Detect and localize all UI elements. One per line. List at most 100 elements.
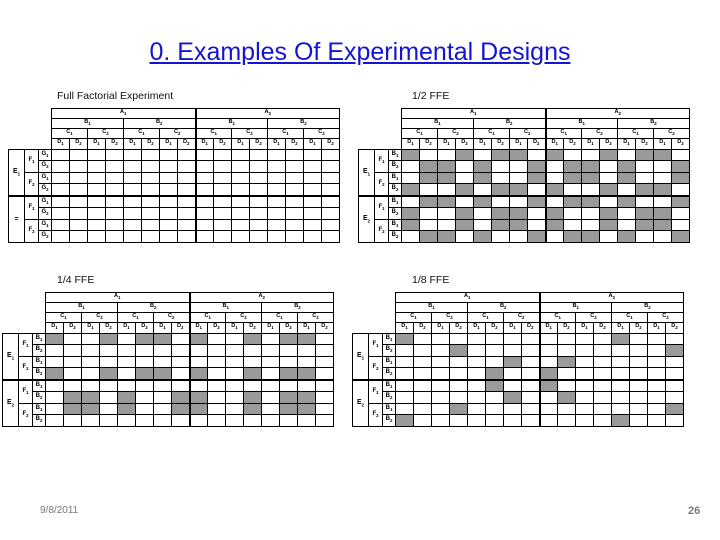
matrix-cell xyxy=(455,160,474,173)
matrix-cell xyxy=(315,355,334,368)
matrix-cell xyxy=(629,414,648,427)
row-label-e: = xyxy=(8,194,25,243)
row-label-inner: B2 xyxy=(388,207,402,220)
row-label-inner: B1 xyxy=(388,171,402,184)
matrix-cell xyxy=(401,183,420,196)
matrix-cell xyxy=(303,183,322,196)
row-label-inner: B1 xyxy=(32,355,46,368)
row-label-inner: G2 xyxy=(38,160,52,173)
row-label-inner: B2 xyxy=(388,230,402,243)
matrix-cell xyxy=(653,183,672,196)
matrix-cell xyxy=(51,171,70,184)
header-c-group: C2 xyxy=(225,312,262,323)
matrix-cell xyxy=(45,367,64,380)
matrix-cell xyxy=(467,402,486,415)
matrix-cell xyxy=(303,171,322,184)
header-d-col: D1 xyxy=(87,138,106,150)
matrix-cell xyxy=(135,355,154,368)
matrix-cell xyxy=(665,414,684,427)
matrix-cell xyxy=(231,171,250,184)
header-d-col: D1 xyxy=(45,322,64,334)
matrix-cell xyxy=(671,207,690,220)
matrix-cell xyxy=(449,414,468,427)
matrix-cell xyxy=(581,207,600,220)
header-c-group: C1 xyxy=(188,312,226,323)
matrix-cell xyxy=(177,230,196,243)
matrix-cell xyxy=(321,207,340,220)
row-label-inner: B2 xyxy=(388,183,402,196)
header-d-col: D1 xyxy=(261,322,280,334)
matrix-cell xyxy=(261,402,280,415)
header-d-col: D1 xyxy=(538,322,558,334)
matrix-cell xyxy=(117,344,136,357)
row-label-inner: G1 xyxy=(38,218,52,231)
matrix-cell xyxy=(395,344,414,357)
matrix-cell xyxy=(321,148,340,161)
matrix-cell xyxy=(413,355,432,368)
matrix-cell xyxy=(297,367,316,380)
matrix-cell xyxy=(159,183,178,196)
header-c-group: C1 xyxy=(395,312,432,323)
matrix-cell xyxy=(249,148,268,161)
matrix-cell xyxy=(225,414,244,427)
matrix-cell xyxy=(99,344,118,357)
header-d-col: D1 xyxy=(225,322,244,334)
matrix-cell xyxy=(455,194,474,208)
header-d-col: D2 xyxy=(665,322,684,334)
header-d-col: D2 xyxy=(171,322,190,334)
matrix-cell xyxy=(473,218,492,231)
header-a-group: A1 xyxy=(401,108,546,119)
footer-date-text: 9/8/2011 xyxy=(40,505,79,516)
matrix-cell xyxy=(581,194,600,208)
matrix-cell xyxy=(437,171,456,184)
matrix-cell xyxy=(647,378,666,392)
matrix-cell xyxy=(431,414,450,427)
matrix-cell xyxy=(485,378,504,392)
matrix-cell xyxy=(213,230,232,243)
matrix-cell xyxy=(575,344,594,357)
matrix-cell xyxy=(544,171,564,184)
header-d-col: D1 xyxy=(503,322,522,334)
matrix-cell xyxy=(267,194,286,208)
header-d-col: D2 xyxy=(599,138,618,150)
matrix-cell xyxy=(81,332,100,345)
header-b-group: B2 xyxy=(123,118,196,129)
matrix-cell xyxy=(419,171,438,184)
row-label-f: F2 xyxy=(374,171,389,196)
matrix-cell xyxy=(563,148,582,161)
matrix-cell xyxy=(629,402,648,415)
matrix-cell xyxy=(485,391,504,404)
matrix-cell xyxy=(431,344,450,357)
matrix-cell xyxy=(611,367,630,380)
matrix-cell xyxy=(557,367,576,380)
header-b-group: B2 xyxy=(611,302,684,313)
row-label-inner: B2 xyxy=(382,391,396,404)
matrix-cell xyxy=(135,378,154,392)
matrix-cell xyxy=(105,160,124,173)
matrix-cell xyxy=(431,367,450,380)
header-c-group: C1 xyxy=(51,128,88,139)
matrix-cell xyxy=(194,207,214,220)
row-label-inner: B1 xyxy=(382,402,396,415)
matrix-cell xyxy=(171,332,190,345)
matrix-cell xyxy=(437,160,456,173)
matrix-cell xyxy=(153,344,172,357)
matrix-cell xyxy=(401,218,420,231)
header-c-group: C1 xyxy=(194,128,232,139)
matrix-cell xyxy=(87,148,106,161)
matrix-cell xyxy=(123,171,142,184)
matrix-cell xyxy=(99,332,118,345)
matrix-cell xyxy=(194,148,214,161)
matrix-cell xyxy=(225,402,244,415)
matrix-cell xyxy=(51,207,70,220)
header-c-group: C1 xyxy=(617,128,654,139)
matrix-cell xyxy=(123,148,142,161)
matrix-cell xyxy=(117,367,136,380)
matrix-cell xyxy=(177,207,196,220)
header-a-group: A1 xyxy=(51,108,196,119)
matrix-cell xyxy=(544,148,564,161)
matrix-cell xyxy=(521,355,540,368)
matrix-cell xyxy=(527,148,546,161)
matrix-cell xyxy=(81,402,100,415)
header-d-col: D2 xyxy=(99,322,118,334)
